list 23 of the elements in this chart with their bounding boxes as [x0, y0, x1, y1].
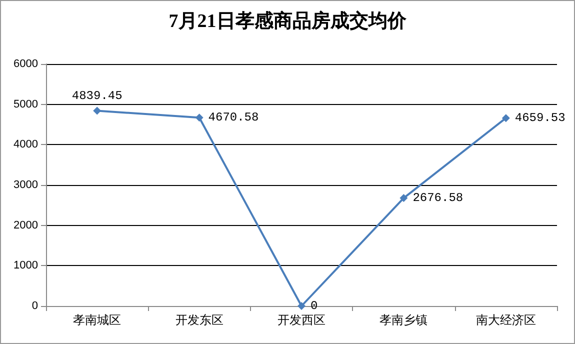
y-tick-label: 6000: [14, 58, 38, 70]
data-label: 0: [310, 299, 318, 313]
chart-title: 7月21日孝感商品房成交均价: [168, 10, 408, 32]
y-tick-label: 0: [32, 300, 38, 312]
x-tick-label: 开发东区: [175, 313, 224, 327]
point: [298, 302, 306, 310]
point: [502, 114, 510, 122]
y-tick-label: 4000: [14, 138, 38, 151]
x-tick-label: 开发西区: [278, 313, 326, 327]
point: [195, 114, 204, 122]
point: [400, 194, 408, 202]
y-tick-label: 3000: [14, 179, 38, 191]
data-label: 4659.53: [514, 111, 566, 126]
x-tick-label: 孝南城区: [73, 313, 122, 327]
data-label: 4670.58: [208, 110, 259, 125]
x-tick-label: 南大经济区: [476, 313, 536, 327]
y-tick-label: 5000: [14, 98, 38, 110]
y-tick-label: 2000: [14, 219, 38, 232]
data-label: 2676.58: [412, 191, 464, 206]
point: [93, 106, 102, 115]
x-tick-label: 孝南乡镇: [380, 313, 428, 327]
data-label: 4839.45: [72, 88, 122, 103]
y-tick-label: 1000: [14, 260, 38, 272]
